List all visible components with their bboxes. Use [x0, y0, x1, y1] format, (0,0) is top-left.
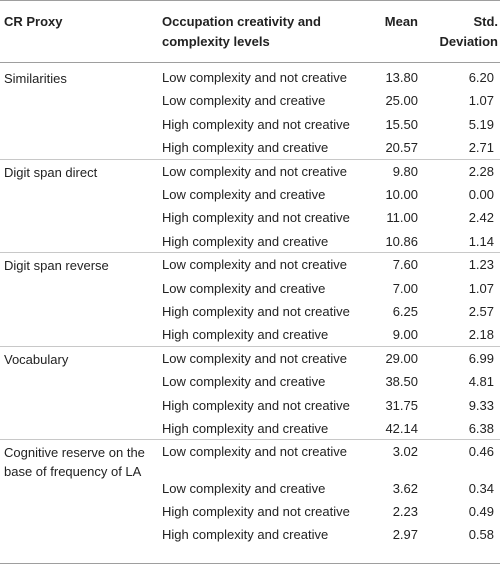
- cr-proxy-label: Digit span direct: [4, 164, 98, 180]
- table-row: Cognitive reserve on the base of frequen…: [0, 440, 500, 479]
- occupation-level: High complexity and creative: [162, 140, 329, 156]
- occupation-level: High complexity and creative: [162, 327, 329, 343]
- mean-value: 2.97: [392, 527, 418, 543]
- std-deviation-value: 0.58: [468, 527, 494, 543]
- occupation-level: High complexity and not creative: [162, 397, 350, 413]
- mean-value: 3.02: [392, 444, 418, 460]
- occupation-level: Low complexity and not creative: [162, 163, 347, 179]
- cr-proxy-label: Digit span reverse: [4, 258, 109, 274]
- occupation-level: High complexity and not creative: [162, 504, 350, 520]
- std-deviation-value: 9.33: [468, 397, 494, 413]
- occupation-level: Low complexity and creative: [162, 187, 326, 202]
- std-deviation-value: 6.38: [468, 421, 494, 436]
- mean-value: 9.00: [392, 327, 418, 343]
- table-row: High complexity and not creative 15.50 5.1…: [0, 113, 500, 136]
- mean-value: 11.00: [386, 210, 418, 226]
- table-row: High complexity and creative 9.00 2.18: [0, 323, 500, 346]
- std-deviation-value: 6.20: [468, 70, 494, 85]
- mean-value: 7.00: [392, 280, 418, 296]
- std-deviation-value: 0.00: [468, 187, 494, 202]
- occupation-level: High complexity and not creative: [162, 210, 350, 226]
- group-divider: [0, 158, 500, 160]
- mean-value: 6.25: [392, 304, 418, 319]
- table-row: Low complexity and creative 3.62 0.34: [0, 477, 500, 500]
- mean-value: 10.00: [385, 187, 418, 202]
- table-row: High complexity and creative 10.86 1.14: [0, 230, 500, 253]
- mean-value: 31.75: [385, 397, 418, 413]
- header-std-deviation: Std. Deviation: [439, 14, 498, 49]
- mean-value: 42.14: [385, 421, 418, 436]
- occupation-level: Low complexity and creative: [162, 280, 326, 296]
- table-row: Vocabulary Low complexity and not creativ…: [0, 347, 500, 370]
- occupation-level: Low complexity and not creative: [162, 444, 347, 460]
- occupation-level: High complexity and creative: [162, 233, 329, 249]
- occupation-level: Low complexity and not creative: [162, 70, 347, 85]
- occupation-level: Low complexity and creative: [162, 480, 326, 496]
- table-row: High complexity and not creative 31.75 9.3…: [0, 394, 500, 417]
- group-divider: [0, 439, 500, 441]
- std-deviation-value: 1.07: [468, 93, 494, 109]
- occupation-level: Low complexity and creative: [162, 93, 326, 109]
- table-top-rule: [0, 0, 500, 1]
- mean-value: 3.62: [392, 480, 418, 496]
- std-deviation-value: 4.81: [468, 374, 494, 390]
- std-deviation-value: 1.23: [468, 257, 494, 273]
- std-deviation-value: 6.99: [468, 350, 494, 366]
- header-mean: Mean: [384, 14, 418, 29]
- group-divider: [0, 252, 500, 254]
- table-row: High complexity and not creative 6.25 2.57: [0, 300, 500, 323]
- mean-value: 15.50: [385, 116, 418, 132]
- mean-value: 25.00: [385, 93, 418, 109]
- table-row: Digit span reverse Low complexity and not…: [0, 253, 500, 276]
- table-row: High complexity and creative 2.97 0.58: [0, 523, 500, 546]
- table-row: High complexity and not creative 11.00 2.4…: [0, 206, 500, 229]
- std-deviation-value: 2.57: [468, 304, 494, 319]
- mean-value: 10.86: [385, 233, 418, 249]
- occupation-level: Low complexity and not creative: [162, 257, 347, 273]
- table-row: Similarities Low complexity and not creat…: [0, 66, 500, 89]
- mean-value: 13.80: [385, 70, 418, 85]
- occupation-level: High complexity and not creative: [162, 116, 350, 132]
- cr-proxy-label: Vocabulary: [4, 351, 69, 367]
- occupation-level: High complexity and creative: [162, 421, 329, 436]
- header-cr-proxy: CR Proxy: [4, 14, 63, 29]
- table-row: High complexity and creative 42.14 6.38: [0, 417, 500, 440]
- mean-value: 29.00: [385, 350, 418, 366]
- std-deviation-value: 1.07: [468, 280, 494, 296]
- std-deviation-value: 2.18: [468, 327, 494, 343]
- std-deviation-value: 2.71: [468, 140, 494, 156]
- table-row: High complexity and creative 20.57 2.71: [0, 136, 500, 159]
- table-row: Low complexity and creative 38.50 4.81: [0, 370, 500, 393]
- std-deviation-value: 0.49: [468, 504, 494, 520]
- occupation-level: Low complexity and creative: [162, 374, 326, 390]
- table-row: Digit span direct Low complexity and not …: [0, 160, 500, 183]
- std-deviation-value: 1.14: [468, 233, 494, 249]
- std-deviation-value: 2.42: [468, 210, 494, 226]
- mean-value: 38.50: [385, 374, 418, 390]
- mean-value: 2.23: [392, 504, 418, 520]
- mean-value: 9.80: [392, 163, 418, 179]
- table-row: Low complexity and creative 7.00 1.07: [0, 277, 500, 300]
- header-occupation-levels: Occupation creativity and complexity lev…: [162, 14, 321, 49]
- header-bottom-rule: [0, 62, 500, 63]
- std-deviation-value: 0.46: [468, 444, 494, 460]
- table-row: High complexity and not creative 2.23 0.49: [0, 500, 500, 523]
- std-deviation-value: 0.34: [468, 480, 494, 496]
- cr-proxy-label: Cognitive reserve on the base of frequen…: [4, 445, 145, 480]
- occupation-level: High complexity and creative: [162, 527, 329, 543]
- occupation-level: High complexity and not creative: [162, 304, 350, 319]
- table-header: CR Proxy Occupation creativity and compl…: [0, 0, 500, 62]
- std-deviation-value: 5.19: [468, 116, 494, 132]
- mean-value: 20.57: [385, 140, 418, 156]
- std-deviation-value: 2.28: [468, 163, 494, 179]
- group-divider: [0, 345, 500, 347]
- table-row: Low complexity and creative 25.00 1.07: [0, 89, 500, 112]
- table-row: Low complexity and creative 10.00 0.00: [0, 183, 500, 206]
- occupation-level: Low complexity and not creative: [162, 350, 347, 366]
- cr-proxy-label: Similarities: [4, 71, 67, 86]
- mean-value: 7.60: [392, 257, 418, 273]
